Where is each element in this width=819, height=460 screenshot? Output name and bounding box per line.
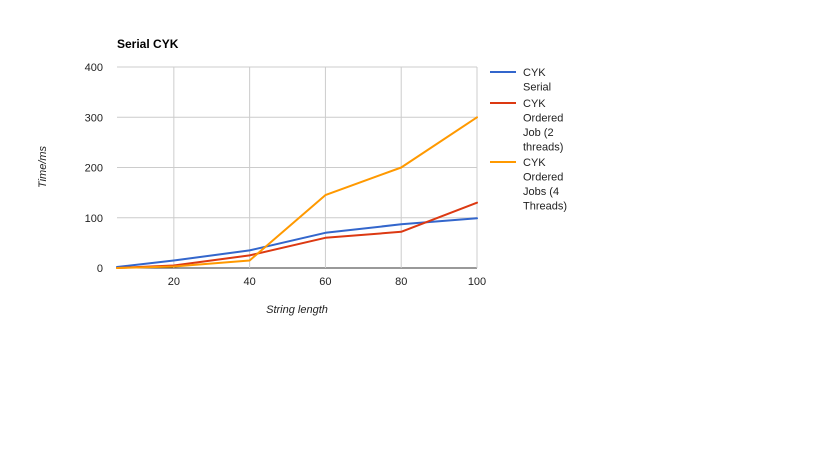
legend: CYK Serial CYK Ordered Job (2 threads)CYK Orde…	[490, 67, 567, 213]
y-tick-label: 0	[97, 263, 103, 275]
series-line-1	[116, 217, 478, 268]
y-tick-label: 400	[85, 62, 103, 74]
series-lines	[116, 116, 478, 269]
x-tick-label: 60	[319, 276, 331, 288]
series-line-3	[116, 116, 478, 269]
legend-label-2: CYK Ordered Job (2 threads)	[523, 98, 563, 154]
chart-title: Serial CYK	[117, 37, 179, 51]
x-tick-label: 40	[244, 276, 256, 288]
legend-label-3: CYK Ordered Jobs (4 Threads)	[523, 157, 567, 213]
legend-label-1: CYK Serial	[523, 67, 551, 94]
x-tick-label: 20	[168, 276, 180, 288]
y-tick-label: 200	[85, 163, 103, 175]
axis-ticks: 0 100 200 300 400 20 40 60 80 100	[85, 62, 487, 288]
x-tick-label: 100	[468, 276, 486, 288]
y-axis-title: Time/ms	[37, 145, 49, 188]
y-tick-label: 300	[85, 112, 103, 124]
series-line-2	[116, 201, 478, 269]
y-tick-label: 100	[85, 213, 103, 225]
gridlines	[117, 66, 478, 269]
x-axis-title: String length	[266, 304, 328, 316]
x-tick-label: 80	[395, 276, 407, 288]
